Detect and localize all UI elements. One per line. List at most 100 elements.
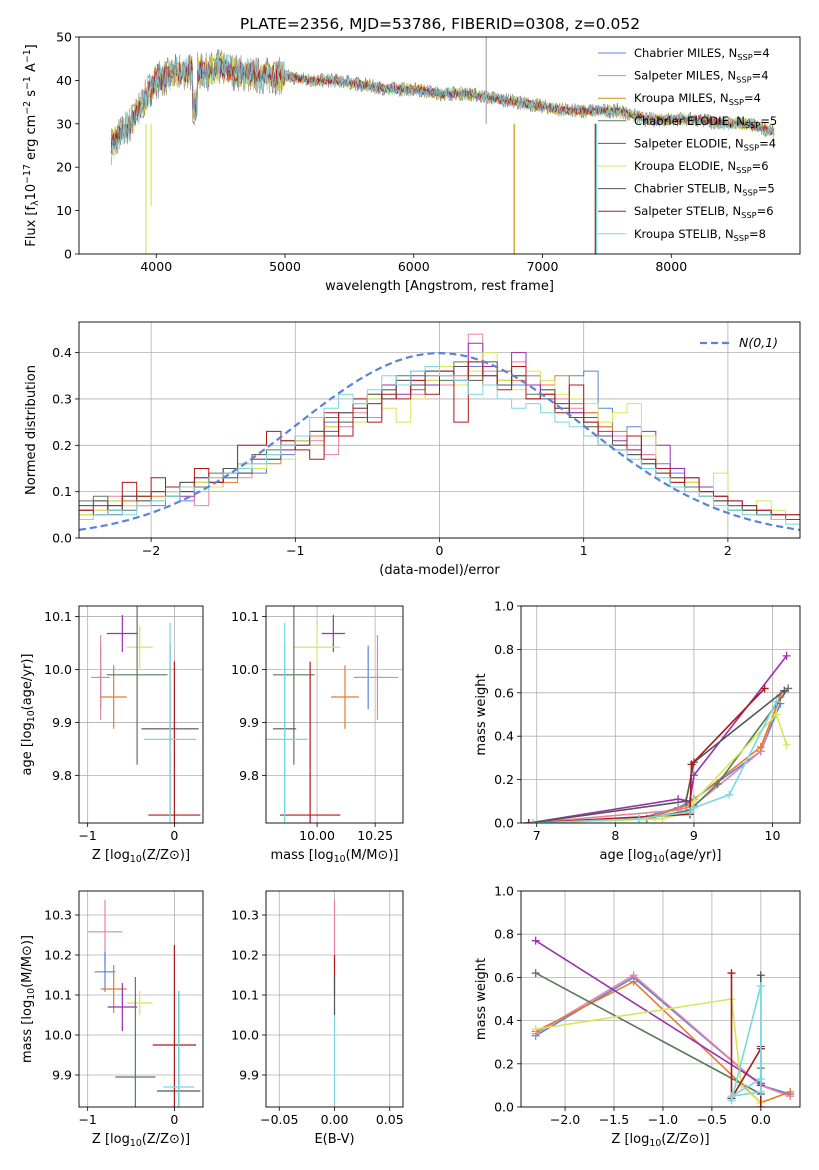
spectrum-model-line (110, 53, 775, 153)
massweight-vs-Z-xtick-label: −0.5 (697, 1112, 727, 1127)
massweight-vs-age-series-marker (782, 740, 791, 749)
massweight-vs-Z-series-marker (756, 1087, 765, 1096)
massweight-vs-age-series-marker (682, 797, 691, 806)
mass-vs-Z-xlabel: Z [log10(Z/Z⊙)] (92, 1132, 190, 1149)
mass-vs-Z-ytick-label: 10.0 (44, 1028, 72, 1043)
residuals-ytick-label: 0.1 (52, 484, 72, 499)
massweight-vs-age-series-line (528, 694, 782, 823)
residuals-ytick-label: 0.3 (52, 391, 72, 406)
massweight-vs-age-series-marker (756, 743, 765, 752)
age-vs-Z-errorbar (91, 635, 111, 720)
mass-vs-Z-errorbar (152, 945, 197, 1107)
spectrum-xtick-label: 8000 (655, 259, 687, 274)
age-vs-mass-ytick-label: 9.8 (239, 768, 259, 783)
massweight-vs-age-ytick-label: 0.4 (494, 729, 514, 744)
age-vs-mass-xtick-label: 10.25 (357, 828, 393, 843)
mass-vs-EBV-ytick-label: 10.0 (231, 1028, 259, 1043)
massweight-vs-Z-ytick-label: 0.8 (494, 927, 514, 942)
residuals-xtick-label: 1 (580, 543, 588, 558)
mass-vs-Z-errorbar (126, 991, 153, 1015)
massweight-vs-age-series-marker (760, 684, 769, 693)
age-vs-mass-ytick-label: 10.0 (231, 662, 259, 677)
massweight-vs-Z-ytick-label: 0.6 (494, 970, 514, 985)
mass-vs-Z-errorbar (163, 991, 195, 1107)
massweight-vs-age-series-marker (528, 819, 537, 823)
massweight-vs-age-series-marker (782, 651, 791, 660)
massweight-vs-age-series-marker (687, 760, 696, 769)
massweight-vs-Z-series-marker (756, 1074, 765, 1083)
age-vs-Z-errorbar (126, 626, 153, 669)
massweight-vs-age-ytick-label: 0.2 (494, 772, 514, 787)
spectrum-ytick-label: 0 (64, 247, 72, 262)
massweight-vs-age-series-marker (780, 686, 789, 695)
massweight-vs-Z-series-marker (756, 971, 765, 980)
spectrum-xtick-label: 7000 (527, 259, 559, 274)
massweight-vs-age-xtick-label: 10 (765, 828, 781, 843)
mass-vs-Z-errorbar (115, 977, 156, 1107)
spectrum-ylabel: Flux [fλ10−17 erg cm−2 s−1 A−1] (22, 44, 41, 246)
mass-vs-Z-errorbar (94, 951, 116, 992)
massweight-vs-Z-ytick-label: 0.0 (494, 1100, 514, 1115)
age-vs-mass-errorbar (266, 622, 308, 823)
massweight-vs-Z-ytick-label: 0.4 (494, 1013, 514, 1028)
spectrum-legend-label: Chabrier ELODIE, NSSP=5 (634, 114, 777, 130)
massweight-vs-age-series-marker (772, 697, 781, 706)
massweight-vs-age-series-line (536, 696, 782, 823)
age-vs-mass-xtick-label: 10.00 (299, 828, 335, 843)
age-vs-Z-ytick-label: 9.8 (52, 768, 72, 783)
mass-vs-EBV-ytick-label: 9.9 (239, 1068, 259, 1083)
residuals-ytick-label: 0.4 (52, 345, 72, 360)
massweight-vs-Z-ytick-label: 1.0 (494, 884, 514, 899)
mass-vs-EBV-xtick-label: 0.00 (321, 1112, 349, 1127)
spectrum-ytick-label: 50 (56, 30, 72, 45)
mass-vs-Z-axes-frame (78, 890, 204, 1108)
age-vs-Z-xtick-label: −1 (78, 828, 96, 843)
mass-vs-Z-ytick-label: 10.2 (44, 948, 72, 963)
massweight-vs-Z-series-marker (727, 1092, 736, 1101)
massweight-vs-Z-axes-frame (520, 890, 801, 1108)
age-vs-mass-errorbar (331, 665, 359, 729)
age-vs-Z-ytick-label: 10.1 (44, 609, 72, 624)
mass-vs-EBV-ytick-label: 10.1 (231, 988, 259, 1003)
massweight-vs-age-series-marker (685, 808, 694, 817)
massweight-vs-age-plot-area (524, 651, 793, 823)
spectrum-xtick-label: 4000 (140, 259, 172, 274)
massweight-vs-age-series-marker (772, 710, 781, 719)
mass-vs-Z-ytick-label: 10.3 (44, 908, 72, 923)
massweight-vs-age-series-line (528, 689, 785, 823)
spectrum-legend-label: Kroupa MILES, NSSP=4 (634, 91, 761, 107)
residuals-legend: N(0,1) (700, 335, 778, 350)
age-vs-Z-errorbar (106, 614, 138, 653)
age-vs-Z-errorbar (100, 665, 127, 729)
massweight-vs-Z-xtick-label: −1.5 (599, 1112, 629, 1127)
massweight-vs-age-ytick-label: 0.6 (494, 685, 514, 700)
massweight-vs-age-xtick-label: 7 (533, 828, 541, 843)
residuals-legend-label: N(0,1) (739, 335, 778, 350)
mass-vs-EBV-axes-frame (265, 890, 404, 1108)
age-vs-mass-errorbar (279, 661, 341, 823)
spectrum-xtick-label: 6000 (398, 259, 430, 274)
age-vs-Z-ytick-label: 10.0 (44, 662, 72, 677)
age-vs-mass-errorbar (356, 635, 399, 720)
massweight-vs-Z-series-marker (786, 1087, 795, 1096)
residuals-ylabel: Normed distribution (24, 365, 39, 495)
residuals-ytick-label: 0.0 (52, 531, 72, 546)
massweight-vs-Z-series-line (535, 972, 762, 1096)
spectrum-plot-area (110, 37, 775, 254)
residuals-xlabel: (data-model)/error (379, 563, 500, 578)
massweight-vs-Z-series-marker (531, 936, 540, 945)
spectrum-data-line (110, 49, 775, 166)
residuals-ytick-label: 0.2 (52, 438, 72, 453)
residuals-xtick-label: 2 (724, 543, 732, 558)
spectrum-ytick-label: 20 (56, 160, 72, 175)
massweight-vs-age-xtick-label: 9 (690, 828, 698, 843)
massweight-vs-Z-xtick-label: −1.0 (648, 1112, 678, 1127)
spectrum-legend-label: Salpeter MILES, NSSP=4 (634, 69, 769, 85)
massweight-vs-Z-xtick-label: 0.0 (751, 1112, 771, 1127)
age-vs-Z-ytick-label: 9.9 (52, 715, 72, 730)
spectrum-ytick-label: 40 (56, 73, 72, 88)
spectrum-ytick-label: 30 (56, 116, 72, 131)
massweight-vs-age-series-line (528, 655, 788, 823)
residuals-xtick-label: −2 (142, 543, 160, 558)
